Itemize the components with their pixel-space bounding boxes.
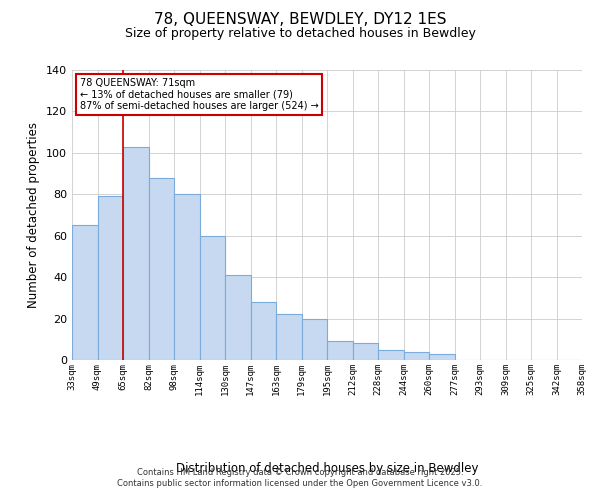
Bar xyxy=(174,194,199,360)
Bar xyxy=(327,342,353,360)
Bar xyxy=(302,318,327,360)
Bar xyxy=(123,146,149,360)
Bar xyxy=(251,302,276,360)
Text: 78 QUEENSWAY: 71sqm
← 13% of detached houses are smaller (79)
87% of semi-detach: 78 QUEENSWAY: 71sqm ← 13% of detached ho… xyxy=(80,78,319,112)
Bar xyxy=(276,314,302,360)
Bar xyxy=(429,354,455,360)
Bar xyxy=(404,352,429,360)
Y-axis label: Number of detached properties: Number of detached properties xyxy=(28,122,40,308)
Bar xyxy=(225,275,251,360)
X-axis label: Distribution of detached houses by size in Bewdley: Distribution of detached houses by size … xyxy=(176,462,478,474)
Bar xyxy=(378,350,404,360)
Text: Size of property relative to detached houses in Bewdley: Size of property relative to detached ho… xyxy=(125,28,475,40)
Bar xyxy=(149,178,174,360)
Text: Contains HM Land Registry data © Crown copyright and database right 2025.
Contai: Contains HM Land Registry data © Crown c… xyxy=(118,468,482,487)
Bar xyxy=(97,196,123,360)
Bar xyxy=(353,344,378,360)
Bar xyxy=(199,236,225,360)
Bar xyxy=(72,226,97,360)
Text: 78, QUEENSWAY, BEWDLEY, DY12 1ES: 78, QUEENSWAY, BEWDLEY, DY12 1ES xyxy=(154,12,446,28)
